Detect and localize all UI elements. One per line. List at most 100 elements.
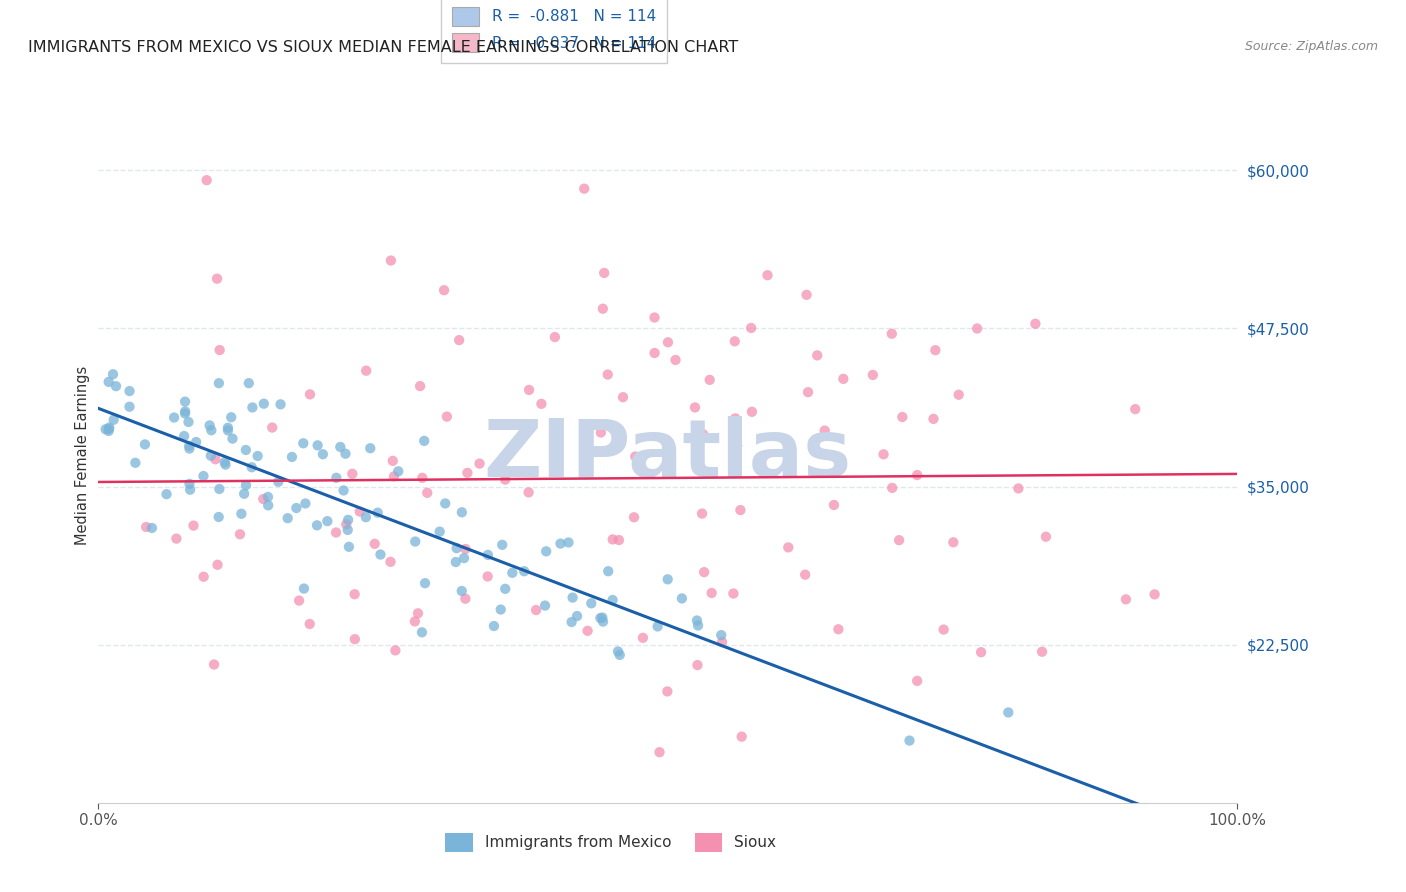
Point	[174, 394, 197, 409]
Point	[887, 533, 910, 548]
Point	[882, 481, 904, 495]
Point	[305, 518, 328, 533]
Point	[1115, 592, 1137, 607]
Point	[806, 348, 828, 362]
Point	[898, 733, 921, 747]
Point	[623, 510, 645, 524]
Point	[534, 599, 557, 613]
Point	[235, 442, 257, 457]
Point	[384, 643, 406, 657]
Point	[477, 569, 499, 583]
Point	[607, 533, 630, 547]
Point	[233, 487, 256, 501]
Point	[174, 404, 197, 418]
Point	[98, 420, 121, 434]
Point	[683, 401, 706, 415]
Point	[581, 596, 603, 610]
Point	[524, 603, 547, 617]
Point	[343, 587, 366, 601]
Point	[354, 364, 377, 378]
Point	[932, 623, 955, 637]
Point	[252, 491, 274, 506]
Point	[413, 576, 436, 591]
Point	[561, 615, 583, 629]
Point	[298, 617, 321, 632]
Point	[221, 432, 243, 446]
Point	[756, 268, 779, 283]
Point	[217, 421, 239, 435]
Point	[135, 520, 157, 534]
Point	[872, 447, 894, 461]
Point	[501, 566, 523, 580]
Point	[592, 301, 614, 316]
Point	[246, 449, 269, 463]
Point	[381, 454, 404, 468]
Point	[354, 510, 377, 524]
Point	[124, 456, 146, 470]
Point	[456, 466, 478, 480]
Point	[325, 471, 347, 485]
Point	[349, 504, 371, 518]
Point	[337, 513, 360, 527]
Point	[657, 684, 679, 698]
Point	[208, 343, 231, 357]
Point	[343, 632, 366, 647]
Point	[731, 730, 754, 744]
Point	[382, 469, 405, 483]
Point	[434, 496, 457, 510]
Point	[699, 373, 721, 387]
Point	[686, 618, 709, 632]
Point	[489, 602, 512, 616]
Point	[380, 253, 402, 268]
Point	[387, 464, 409, 478]
Point	[404, 534, 426, 549]
Point	[797, 385, 820, 400]
Point	[329, 440, 352, 454]
Point	[880, 326, 903, 341]
Point	[453, 551, 475, 566]
Point	[723, 586, 745, 600]
Point	[741, 405, 763, 419]
Point	[924, 343, 946, 358]
Point	[602, 593, 624, 607]
Y-axis label: Median Female Earnings: Median Female Earnings	[75, 366, 90, 544]
Point	[686, 658, 709, 673]
Point	[288, 593, 311, 607]
Point	[592, 615, 614, 629]
Point	[589, 425, 612, 440]
Point	[607, 644, 630, 658]
Point	[561, 591, 583, 605]
Point	[97, 422, 120, 436]
Point	[179, 483, 201, 497]
Point	[671, 591, 693, 606]
Point	[198, 418, 221, 433]
Point	[700, 586, 723, 600]
Point	[359, 441, 381, 455]
Point	[444, 555, 467, 569]
Point	[778, 541, 800, 555]
Point	[517, 383, 540, 397]
Point	[657, 335, 679, 350]
Point	[565, 609, 588, 624]
Point	[404, 615, 426, 629]
Point	[589, 611, 612, 625]
Point	[664, 353, 686, 368]
Point	[966, 321, 988, 335]
Point	[1123, 402, 1146, 417]
Point	[141, 521, 163, 535]
Point	[242, 401, 264, 415]
Point	[557, 535, 579, 549]
Point	[257, 499, 280, 513]
Point	[155, 487, 177, 501]
Point	[740, 321, 762, 335]
Point	[491, 538, 513, 552]
Point	[530, 397, 553, 411]
Point	[307, 438, 329, 452]
Point	[134, 437, 156, 451]
Point	[217, 423, 239, 437]
Point	[970, 645, 993, 659]
Point	[730, 503, 752, 517]
Point	[294, 496, 316, 510]
Point	[494, 582, 516, 596]
Point	[118, 384, 141, 398]
